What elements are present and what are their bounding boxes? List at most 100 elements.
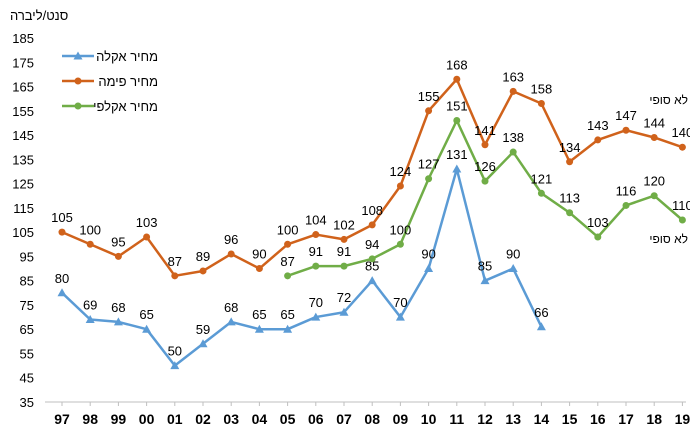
data-point [368,221,376,229]
y-tick-label: 35 [20,395,34,410]
data-point [537,189,545,197]
y-tick-label: 45 [20,371,34,386]
data-label: 89 [196,249,210,264]
x-tick-label: 05 [280,411,296,427]
data-point [678,143,686,151]
data-point [255,265,263,273]
annotation-not-final: לא סופי [649,232,688,246]
data-point [312,231,320,239]
y-axis-ticks: 35 45 55 65 75 85 95 105 115 125 135 145 155 165 175 18… [12,31,34,410]
data-label: 126 [474,159,496,174]
data-label: 138 [502,130,524,145]
data-label: 102 [333,217,355,232]
data-label: 121 [531,171,553,186]
y-tick-label: 185 [12,31,34,46]
x-tick-label: 13 [505,411,521,427]
chart-legend: מחיר אקלה מחיר פימה מחיר אקלפי [62,49,158,114]
data-label: 127 [418,157,440,172]
x-tick-label: 18 [646,411,662,427]
x-tick-label: 08 [364,411,380,427]
y-tick-label: 165 [12,80,34,95]
data-label: 144 [643,115,665,130]
data-point [284,240,292,248]
x-tick-label: 12 [477,411,493,427]
data-label: 65 [139,307,153,322]
data-point [284,272,292,280]
data-point [311,312,321,321]
data-label: 108 [361,203,383,218]
x-tick-label: 11 [449,411,464,427]
data-point [142,324,152,333]
data-point [86,240,94,248]
x-axis-ticks: 97 98 99 00 01 02 03 04 05 06 07 08 09 10 11 12 13 14 15 16… [54,402,690,427]
data-point [678,216,686,224]
data-point [425,175,433,183]
data-label: 91 [309,244,323,259]
data-point [143,233,151,241]
legend-marker [74,77,82,85]
legend-label: מחיר פימה [98,74,158,89]
y-tick-label: 125 [12,177,34,192]
data-point [254,324,264,333]
data-point [453,117,461,125]
data-label: 87 [168,254,182,269]
data-point [171,272,179,280]
data-point [340,262,348,270]
data-label: 100 [390,222,412,237]
x-tick-label: 99 [111,411,127,427]
x-tick-label: 15 [562,411,578,427]
x-tick-label: 04 [252,411,268,427]
data-point [509,148,517,156]
x-tick-label: 06 [308,411,324,427]
data-label: 91 [337,244,351,259]
data-point [594,136,602,144]
data-label: 105 [51,210,73,225]
y-tick-label: 155 [12,104,34,119]
legend-marker [73,51,83,60]
data-label: 90 [506,247,520,262]
data-point [537,100,545,108]
x-tick-label: 16 [590,411,606,427]
data-point [481,177,489,185]
y-tick-label: 105 [12,225,34,240]
y-axis-unit-label: סנט/ליברה [10,8,68,23]
data-point [396,182,404,190]
data-point [453,75,461,83]
data-point [424,264,434,273]
data-label: 158 [531,82,553,97]
data-point [198,339,208,348]
x-tick-label: 97 [54,411,70,427]
data-point [509,87,517,95]
legend-marker [74,102,82,110]
data-point [622,201,630,209]
x-tick-label: 03 [223,411,239,427]
data-label: 120 [643,174,665,189]
data-label: 134 [559,140,581,155]
data-point [650,133,658,141]
x-tick-label: 00 [139,411,155,427]
y-tick-label: 65 [20,322,34,337]
data-label: 104 [305,213,327,228]
annotation-not-final: לא סופי [649,93,688,107]
data-point [396,240,404,248]
y-tick-label: 175 [12,55,34,70]
data-label: 163 [502,69,524,84]
data-point [113,317,123,326]
data-point [452,164,462,173]
y-tick-label: 95 [20,249,34,264]
data-point [170,361,180,370]
data-label: 141 [474,123,496,138]
data-label: 110 [672,198,690,213]
data-point [594,233,602,241]
y-tick-label: 115 [13,201,34,216]
series-3: 87 91 91 94 100 127 151 126 138 121 113 103 116 120 11… [280,99,690,280]
data-label: 143 [587,118,609,133]
x-tick-label: 17 [618,411,634,427]
data-point [367,276,377,285]
data-label: 90 [421,247,435,262]
data-label: 147 [615,108,637,123]
data-point [395,312,405,321]
data-label: 68 [224,300,238,315]
data-point [480,276,490,285]
data-label: 85 [478,259,492,274]
